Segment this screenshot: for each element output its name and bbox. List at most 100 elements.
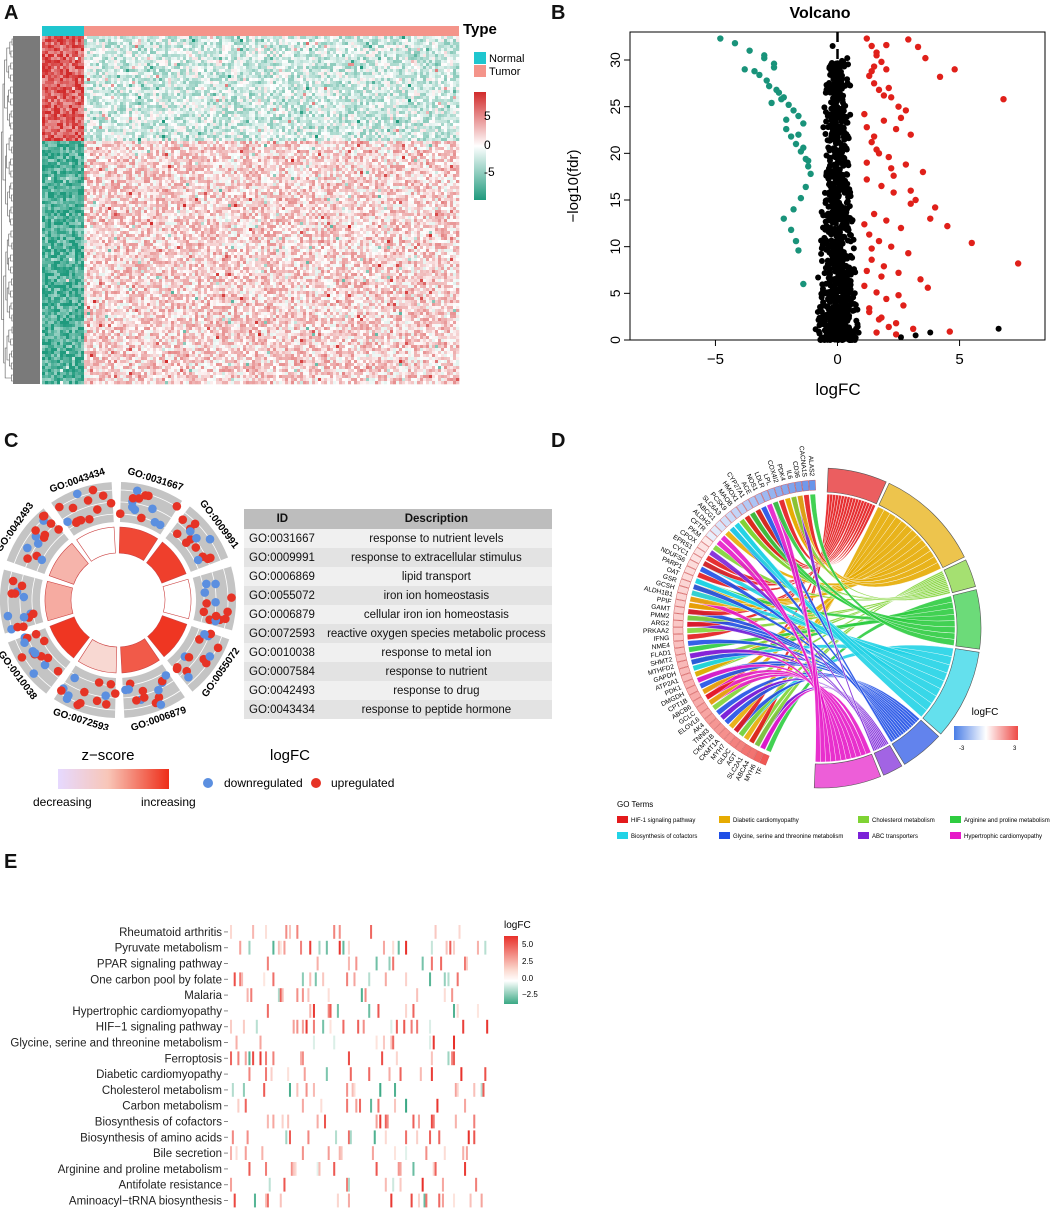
a-heatmap-cell bbox=[291, 129, 295, 133]
a-heatmap-cell bbox=[387, 84, 391, 88]
a-heatmap-cell bbox=[198, 117, 202, 121]
a-heatmap-cell bbox=[282, 114, 286, 118]
a-heatmap-cell bbox=[111, 54, 115, 58]
a-heatmap-cell bbox=[189, 57, 193, 61]
a-heatmap-cell bbox=[390, 51, 394, 55]
a-heatmap-cell bbox=[69, 99, 73, 103]
a-heatmap-cell bbox=[387, 78, 391, 82]
a-heatmap-cell bbox=[126, 102, 130, 106]
a-heatmap-cell bbox=[183, 81, 187, 85]
a-heatmap-cell bbox=[72, 66, 76, 70]
a-heatmap-cell bbox=[423, 120, 427, 124]
a-heatmap-cell bbox=[51, 54, 55, 58]
a-heatmap-cell bbox=[399, 87, 403, 91]
a-heatmap-cell bbox=[204, 84, 208, 88]
a-heatmap-cell bbox=[390, 90, 394, 94]
a-heatmap-cell bbox=[375, 66, 379, 70]
a-heatmap-cell bbox=[150, 123, 154, 127]
a-heatmap-cell bbox=[369, 66, 373, 70]
a-heatmap-cell bbox=[93, 93, 97, 97]
a-heatmap-cell bbox=[396, 36, 400, 40]
a-heatmap-cell bbox=[393, 45, 397, 49]
a-heatmap-cell bbox=[432, 48, 436, 52]
a-heatmap-cell bbox=[285, 48, 289, 52]
a-heatmap-cell bbox=[378, 69, 382, 73]
a-heatmap-cell bbox=[273, 132, 277, 136]
a-heatmap-cell bbox=[360, 135, 364, 139]
a-heatmap-cell bbox=[147, 114, 151, 118]
a-heatmap-cell bbox=[294, 93, 298, 97]
a-heatmap-cell bbox=[108, 141, 112, 145]
a-heatmap-cell bbox=[426, 93, 430, 97]
a-heatmap-cell bbox=[183, 78, 187, 82]
a-heatmap-cell bbox=[300, 105, 304, 109]
a-heatmap-cell bbox=[216, 54, 220, 58]
a-heatmap-cell bbox=[270, 75, 274, 79]
a-heatmap-cell bbox=[306, 42, 310, 46]
a-heatmap-cell bbox=[129, 69, 133, 73]
a-heatmap-cell bbox=[426, 114, 430, 118]
a-heatmap-cell bbox=[405, 93, 409, 97]
a-heatmap-cell bbox=[102, 138, 106, 142]
a-heatmap-cell bbox=[162, 117, 166, 121]
a-heatmap-cell bbox=[192, 120, 196, 124]
a-heatmap-cell bbox=[270, 42, 274, 46]
a-heatmap-cell bbox=[87, 72, 91, 76]
a-heatmap-cell bbox=[381, 126, 385, 130]
a-heatmap-cell bbox=[120, 123, 124, 127]
a-heatmap-cell bbox=[168, 93, 172, 97]
a-heatmap-cell bbox=[363, 81, 367, 85]
a-heatmap-cell bbox=[162, 60, 166, 64]
a-heatmap-cell bbox=[270, 51, 274, 55]
a-heatmap-cell bbox=[426, 132, 430, 136]
a-heatmap-cell bbox=[183, 66, 187, 70]
a-heatmap-cell bbox=[234, 102, 238, 106]
a-heatmap-cell bbox=[264, 135, 268, 139]
a-heatmap-cell bbox=[447, 120, 451, 124]
a-heatmap-cell bbox=[423, 108, 427, 112]
a-heatmap-cell bbox=[417, 120, 421, 124]
a-heatmap-cell bbox=[150, 126, 154, 130]
a-heatmap-cell bbox=[63, 87, 67, 91]
a-heatmap-cell bbox=[171, 129, 175, 133]
a-heatmap-cell bbox=[270, 48, 274, 52]
a-heatmap-cell bbox=[423, 57, 427, 61]
a-heatmap-cell bbox=[78, 90, 82, 94]
a-heatmap-cell bbox=[423, 123, 427, 127]
a-heatmap-cell bbox=[153, 48, 157, 52]
a-heatmap-cell bbox=[192, 66, 196, 70]
a-heatmap-cell bbox=[162, 81, 166, 85]
a-heatmap-cell bbox=[66, 126, 70, 130]
a-heatmap-cell bbox=[90, 120, 94, 124]
a-heatmap-cell bbox=[246, 66, 250, 70]
a-heatmap-cell bbox=[369, 138, 373, 142]
a-heatmap-cell bbox=[219, 111, 223, 115]
a-heatmap-cell bbox=[294, 129, 298, 133]
a-heatmap-cell bbox=[324, 123, 328, 127]
a-heatmap-cell bbox=[300, 129, 304, 133]
a-heatmap-cell bbox=[114, 36, 118, 40]
a-heatmap-cell bbox=[48, 141, 52, 145]
a-heatmap-cell bbox=[414, 135, 418, 139]
a-heatmap-cell bbox=[177, 120, 181, 124]
a-heatmap-cell bbox=[348, 123, 352, 127]
a-heatmap-cell bbox=[336, 57, 340, 61]
a-heatmap-cell bbox=[357, 108, 361, 112]
a-heatmap-cell bbox=[138, 54, 142, 58]
a-heatmap-cell bbox=[453, 57, 457, 61]
a-heatmap-cell bbox=[69, 105, 73, 109]
a-heatmap-cell bbox=[246, 57, 250, 61]
a-heatmap-cell bbox=[339, 69, 343, 73]
a-heatmap-cell bbox=[129, 63, 133, 67]
a-heatmap-cell bbox=[378, 75, 382, 79]
a-heatmap-cell bbox=[72, 138, 76, 142]
a-heatmap-cell bbox=[195, 69, 199, 73]
a-heatmap-cell bbox=[129, 96, 133, 100]
a-heatmap-cell bbox=[240, 102, 244, 106]
a-heatmap-cell bbox=[408, 99, 412, 103]
a-heatmap-cell bbox=[384, 57, 388, 61]
a-heatmap-cell bbox=[441, 105, 445, 109]
a-heatmap-cell bbox=[225, 132, 229, 136]
a-heatmap-cell bbox=[402, 114, 406, 118]
a-heatmap-cell bbox=[81, 39, 85, 43]
